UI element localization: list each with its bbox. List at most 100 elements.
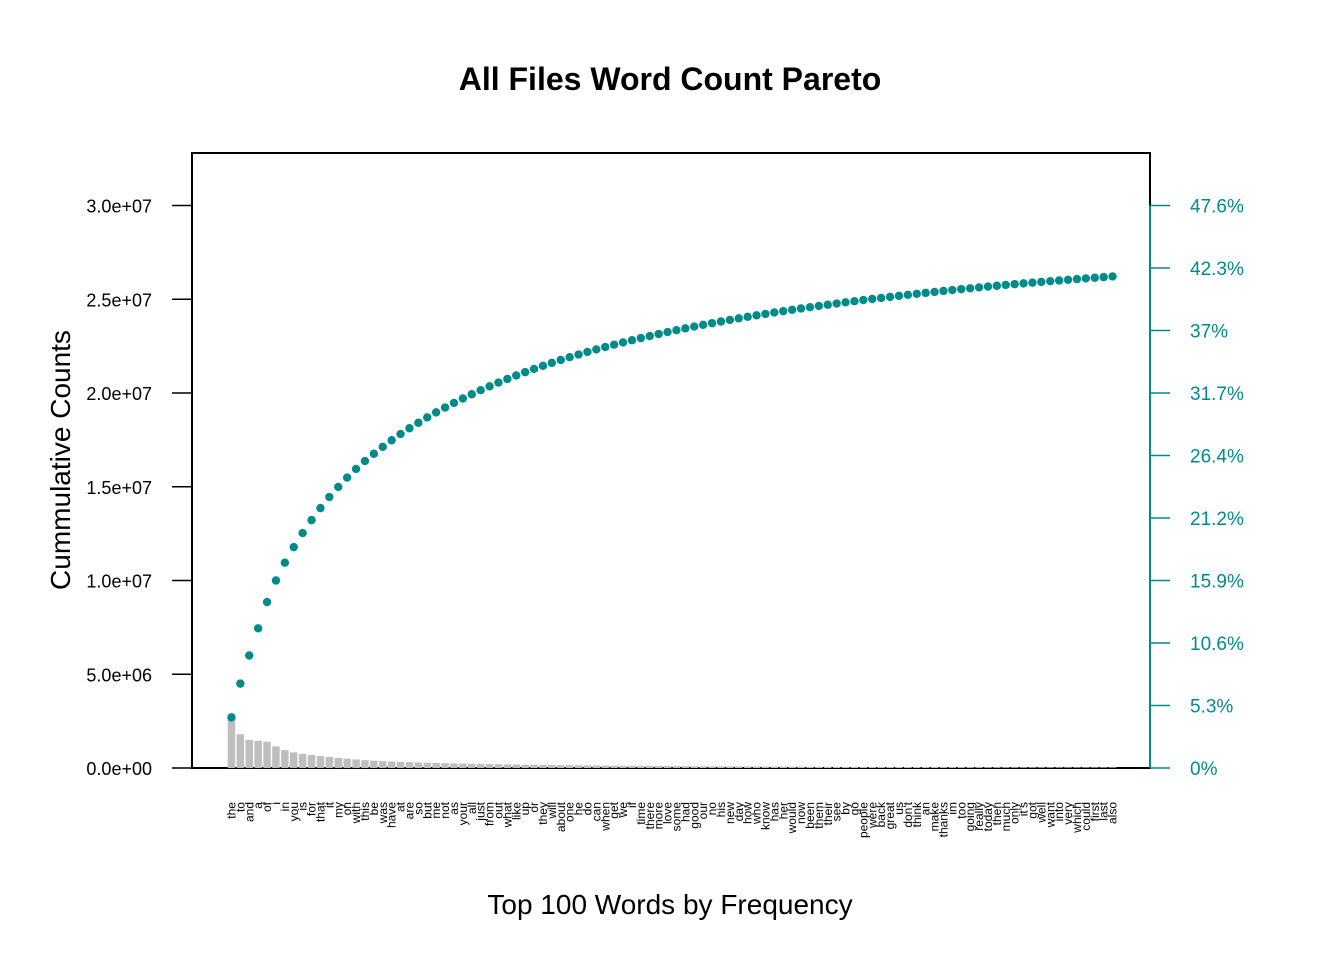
x-axis-title: Top 100 Words by Frequency <box>487 889 852 920</box>
cumulative-point-us <box>894 291 904 301</box>
bar-my <box>334 757 342 769</box>
left-tick-label: 1.5e+07 <box>86 478 152 498</box>
category-label-it's: it's <box>1017 802 1031 816</box>
category-label-this: this <box>358 802 372 821</box>
category-label-they: they <box>536 802 550 825</box>
cumulative-point-it's <box>1019 279 1028 288</box>
category-label-their: their <box>821 802 835 825</box>
bar-who <box>752 766 761 768</box>
bar-there <box>646 765 654 768</box>
category-label-last: last <box>1097 801 1111 820</box>
category-label-like: like <box>509 802 523 820</box>
category-label-but: but <box>420 801 434 818</box>
cumulative-point-with <box>351 464 361 474</box>
right-tick-label: 5.3% <box>1190 697 1233 718</box>
bar-were <box>868 766 876 768</box>
right-tick-label: 10.6% <box>1190 634 1244 655</box>
right-tick-label: 42.3% <box>1190 259 1244 280</box>
category-label-well: well <box>1034 802 1048 824</box>
category-label-day: day <box>732 802 746 821</box>
cumulative-point-people <box>859 295 868 305</box>
cumulative-point-up <box>520 367 530 377</box>
cumulative-point-there <box>645 331 654 341</box>
category-label-will: will <box>545 802 559 820</box>
bar-out <box>494 764 503 768</box>
category-label-there: there <box>643 802 657 830</box>
bar-will <box>548 765 556 768</box>
bar-got <box>1028 767 1037 768</box>
cumulative-point-and <box>245 651 254 660</box>
bar-this <box>361 760 369 769</box>
bar-her <box>779 766 787 768</box>
left-tick-label: 5.0e+06 <box>86 665 152 685</box>
cumulative-point-think <box>912 289 921 299</box>
category-label-at: at <box>394 801 408 812</box>
right-tick-label: 0% <box>1190 759 1218 780</box>
cumulative-point-would <box>787 305 797 314</box>
bar-well <box>1037 767 1046 768</box>
cumulative-point-make <box>930 287 939 297</box>
category-label-back: back <box>874 801 888 827</box>
bar-get <box>610 765 618 768</box>
bar-first <box>1091 767 1099 768</box>
category-label-could: could <box>1079 802 1093 831</box>
category-label-really: really <box>972 802 986 831</box>
cumulative-point-got <box>1028 278 1037 287</box>
cumulative-point-on <box>342 473 352 482</box>
bar-you <box>290 752 298 768</box>
category-label-no: no <box>705 802 719 816</box>
cumulative-point-were <box>868 294 877 304</box>
bar-time <box>637 765 645 768</box>
left-tick-label: 1.0e+07 <box>86 572 152 592</box>
cumulative-point-one <box>565 353 574 362</box>
cumulative-point-but <box>423 413 432 422</box>
category-label-if: if <box>625 801 639 808</box>
bar-great <box>886 766 894 768</box>
right-tick-label: 21.2% <box>1190 509 1244 530</box>
cumulative-point-do <box>583 347 592 357</box>
category-label-of: of <box>260 801 274 812</box>
bar-if <box>628 765 636 768</box>
cumulative-point-well <box>1037 277 1046 287</box>
left-tick-label: 3.0e+07 <box>86 197 152 217</box>
bar-so <box>414 762 423 768</box>
category-label-my: my <box>331 802 345 818</box>
category-label-can: can <box>589 802 603 821</box>
cumulative-point-no <box>707 318 717 328</box>
category-label-then: then <box>990 802 1004 825</box>
bar-make <box>930 767 939 768</box>
cumulative-point-how <box>743 312 752 322</box>
bar-i <box>272 746 280 768</box>
cumulative-point-going <box>965 284 975 293</box>
cumulative-point-your <box>458 394 468 403</box>
cumulative-point-the <box>227 713 236 722</box>
category-label-is: is <box>296 802 310 811</box>
left-tick-label: 2.5e+07 <box>86 290 152 310</box>
cumulative-point-just <box>476 385 485 395</box>
cumulative-point-thanks <box>939 286 948 296</box>
cumulative-point-his <box>716 317 726 326</box>
category-label-want: want <box>1043 801 1057 828</box>
category-label-not: not <box>438 801 452 818</box>
category-label-he: he <box>572 802 586 816</box>
bar-up <box>521 764 529 768</box>
cumulative-point-not <box>440 403 450 412</box>
cumulative-point-only <box>1010 279 1019 289</box>
bar-for <box>307 755 316 768</box>
category-label-are: are <box>402 802 416 820</box>
category-label-very: very <box>1061 802 1075 825</box>
bar-good <box>690 766 698 768</box>
cumulative-point-who <box>752 311 761 320</box>
cumulative-point-like <box>512 371 521 380</box>
cumulative-point-by <box>841 298 850 307</box>
category-label-in: in <box>278 802 292 811</box>
cumulative-point-don't <box>903 290 913 300</box>
bar-had <box>681 766 690 768</box>
bar-from <box>485 764 494 768</box>
bar-what <box>503 764 512 768</box>
cumulative-point-go <box>850 297 859 306</box>
bar-our <box>699 766 707 768</box>
bar-much <box>1002 767 1010 768</box>
category-label-from: from <box>483 802 497 826</box>
